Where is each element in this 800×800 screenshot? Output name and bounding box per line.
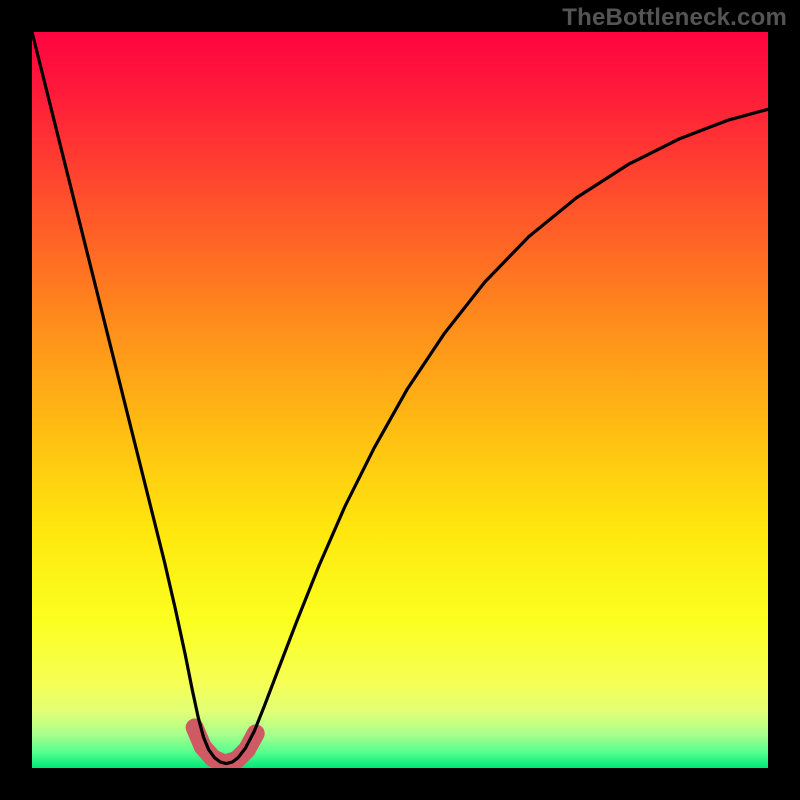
watermark-text: TheBottleneck.com — [562, 4, 787, 32]
plot-border-bottom — [0, 768, 800, 800]
plot-border-right — [768, 0, 800, 800]
plot-border-left — [0, 0, 32, 800]
bottleneck-chart — [0, 0, 800, 800]
